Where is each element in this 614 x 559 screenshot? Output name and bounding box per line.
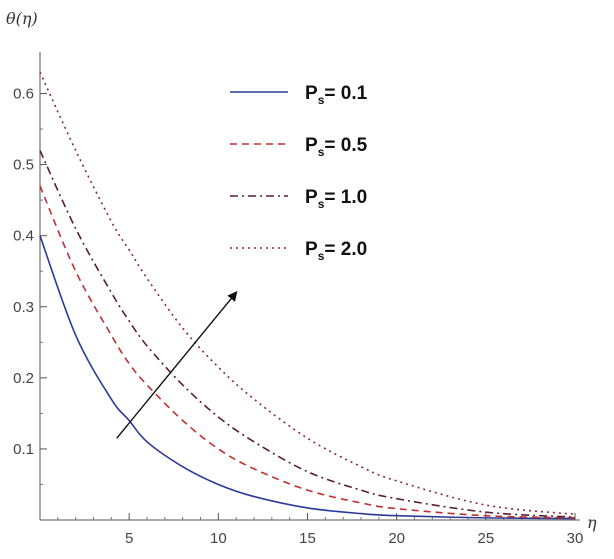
x-axis-label: η [587,513,597,532]
x-tick-label: 20 [388,530,405,547]
x-tick-label: 30 [567,530,584,547]
series-line-2 [39,185,576,519]
series-layer [39,71,576,520]
legend-label: Ps= 2.0 [305,239,367,263]
trend-arrow [116,291,238,439]
x-tick-label: 15 [299,530,316,547]
legend-entry-2: Ps= 0.5 [230,135,368,159]
y-axis-label: θ(η) [6,9,38,28]
annotation-layer [116,291,238,439]
series-line-3 [39,150,576,518]
x-ticks: 5 10 15 20 25 30 [57,513,584,547]
y-tick-label: 0.3 [13,299,34,316]
y-ticks: 0.1 0.2 0.3 0.4 0.5 0.6 [13,86,47,485]
series-line-1 [39,235,576,520]
y-tick-label: 0.6 [13,86,34,103]
legend-entry-4: Ps= 2.0 [230,239,367,263]
y-tick-label: 0.1 [13,441,34,458]
y-tick-label: 0.2 [13,370,34,387]
legend-label: Ps= 0.1 [305,83,368,107]
x-tick-label: 10 [210,530,227,547]
legend-label: Ps= 1.0 [305,187,367,211]
x-tick-label: 25 [477,530,494,547]
legend-entry-3: Ps= 1.0 [230,187,367,211]
legend-entry-1: Ps= 0.1 [230,83,368,107]
legend-label: Ps= 0.5 [305,135,368,159]
axes: 5 10 15 20 25 30 0.1 0.2 0.3 0.4 0.5 0.6 [13,52,583,547]
legend: Ps= 0.1 Ps= 0.5 Ps= 1.0 Ps= 2.0 [230,83,368,263]
y-tick-label: 0.4 [13,228,34,245]
x-tick-label: 5 [125,530,133,547]
y-tick-label: 0.5 [13,157,34,174]
